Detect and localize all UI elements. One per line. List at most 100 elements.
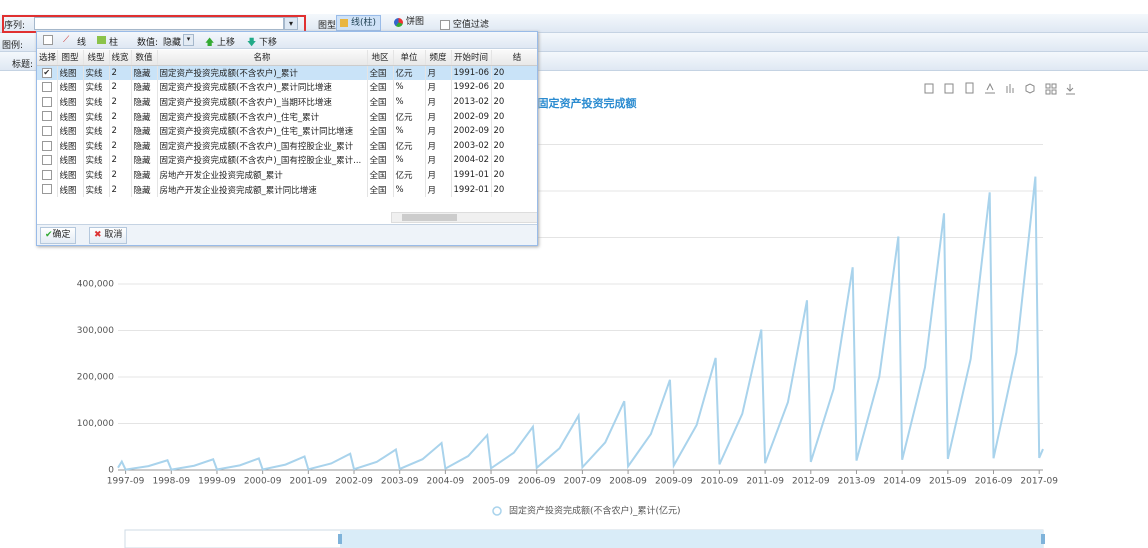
title-label: 标题:	[12, 60, 34, 70]
row-checkbox[interactable]	[41, 126, 52, 137]
up-button[interactable]: 上移	[217, 38, 236, 48]
series-row[interactable]: 线图 实线 2 隐藏 固定资产投资完成额(不含农户)_住宅_累计 全国 亿元月 2002-09…	[37, 109, 537, 124]
cell-start: 1991-01	[451, 167, 492, 183]
column-header: 结	[491, 50, 537, 66]
cell-value: 隐藏	[131, 167, 158, 183]
null-filter[interactable]: 空值过滤	[440, 17, 489, 30]
h-scrollbar[interactable]	[391, 212, 537, 223]
x-tick-label: 2005-09	[472, 477, 510, 487]
cell-start: 1991-06	[451, 65, 492, 81]
cell-freq: 月	[425, 80, 452, 95]
row-checkbox[interactable]	[41, 169, 52, 180]
cell-type: 线图	[57, 182, 84, 197]
cell-type: 线图	[57, 109, 84, 124]
cell-width: 2	[109, 80, 132, 95]
cell-end: 20	[491, 94, 537, 110]
cell-type: 线图	[57, 80, 84, 95]
cell-line: 实线	[83, 65, 110, 81]
row-checkbox[interactable]	[41, 111, 52, 122]
cell-line: 实线	[83, 123, 110, 139]
zoom-handle[interactable]	[338, 534, 342, 544]
cell-region: 全国	[367, 65, 394, 81]
cell-freq: 月	[425, 167, 452, 183]
cell-start: 1992-01	[451, 182, 492, 197]
cell-region: 全国	[367, 94, 394, 110]
series-input[interactable]	[34, 17, 284, 30]
row-checkbox[interactable]: ✔	[41, 67, 52, 78]
cancel-text: 取消	[104, 230, 123, 240]
cell-line: 实线	[83, 182, 110, 197]
cell-width: 2	[109, 123, 132, 139]
cell-end: 20	[491, 123, 537, 139]
cell-unit: 亿元	[393, 167, 426, 183]
x-tick-label: 2001-09	[290, 477, 328, 487]
row-checkbox[interactable]	[41, 155, 52, 166]
y-tick-label: 200,000	[77, 373, 114, 383]
ok-text: 确定	[52, 230, 71, 240]
cell-name: 固定资产投资完成额(不含农户)_国有控股企业_累计...	[157, 153, 368, 168]
row-checkbox[interactable]	[41, 184, 52, 195]
series-dropdown[interactable]: ▾	[284, 17, 298, 30]
cell-unit: %	[393, 153, 426, 168]
cell-name: 固定资产投资完成额(不含农户)_住宅_累计同比增速	[157, 123, 368, 139]
line-bar-button-text: 线(柱)	[351, 18, 377, 28]
cancel-button[interactable]: ✖ 取消	[89, 227, 128, 244]
chart-type-label: 图型:	[318, 21, 340, 31]
null-filter-text: 空值过滤	[452, 20, 489, 30]
cell-type: 线图	[57, 65, 84, 81]
value-dropdown[interactable]: ▾	[183, 34, 194, 46]
select-cell	[37, 153, 58, 168]
cell-type: 线图	[57, 94, 84, 110]
series-row[interactable]: ✔ 线图 实线 2 隐藏 固定资产投资完成额(不含农户)_累计 全国 亿元月 1991-06 20	[37, 65, 537, 81]
select-cell: ✔	[37, 65, 58, 81]
zoom-handle[interactable]	[1041, 534, 1045, 544]
cell-region: 全国	[367, 80, 394, 95]
row-checkbox[interactable]	[41, 140, 52, 151]
select-cell	[37, 182, 58, 197]
bar-button[interactable]: 柱	[109, 38, 119, 48]
cell-value: 隐藏	[131, 80, 158, 95]
cell-unit: %	[393, 182, 426, 197]
cell-freq: 月	[425, 94, 452, 110]
cell-line: 实线	[83, 94, 110, 110]
series-line	[117, 176, 1044, 471]
cell-start: 2004-02	[451, 153, 492, 168]
zoom-window[interactable]	[340, 530, 1043, 548]
pie-button[interactable]: 饼图	[392, 15, 428, 29]
select-all[interactable]	[43, 35, 53, 45]
x-tick-label: 2009-09	[655, 477, 693, 487]
row-checkbox[interactable]	[41, 82, 52, 93]
series-row[interactable]: 线图 实线 2 隐藏 固定资产投资完成额(不含农户)_当期环比增速 全国% 月 2013-02…	[37, 94, 537, 110]
cell-freq: 月	[425, 109, 452, 124]
chart-toolbox[interactable]	[924, 82, 1075, 95]
series-row[interactable]: 线图 实线 2 隐藏 固定资产投资完成额(不含农户)_住宅_累计同比增速 全国% 月 2002…	[37, 123, 537, 139]
cell-name: 固定资产投资完成额(不含农户)_国有控股企业_累计	[157, 138, 368, 154]
chart-title: 固定资产投资完成额	[538, 96, 637, 110]
series-row[interactable]: 线图 实线 2 隐藏 房地产开发企业投资完成额_累计 全国 亿元月 1991-01 20	[37, 167, 537, 183]
value-select[interactable]: 隐藏	[163, 38, 182, 48]
series-row[interactable]: 线图 实线 2 隐藏 固定资产投资完成额(不含农户)_累计同比增速 全国% 月 1992-06…	[37, 80, 537, 95]
x-tick-label: 2002-09	[335, 477, 373, 487]
cell-width: 2	[109, 182, 132, 197]
pie-button-text: 饼图	[406, 17, 425, 27]
column-header: 频度	[425, 50, 452, 66]
x-tick-label: 2008-09	[609, 477, 647, 487]
ok-button[interactable]: ✔确定	[40, 227, 76, 244]
cell-value: 隐藏	[131, 109, 158, 124]
series-row[interactable]: 线图 实线 2 隐藏 房地产开发企业投资完成额_累计同比增速 全国% 月 1992-01 20	[37, 182, 537, 197]
line-button[interactable]: 线	[77, 38, 87, 48]
popup-footer	[37, 224, 537, 245]
column-header: 单位	[393, 50, 426, 66]
line-bar-button[interactable]: 线(柱)	[336, 15, 382, 31]
down-button[interactable]: 下移	[259, 38, 278, 48]
cell-freq: 月	[425, 123, 452, 139]
series-row[interactable]: 线图 实线 2 隐藏 固定资产投资完成额(不含农户)_国有控股企业_累计 全国 亿元月 200…	[37, 138, 537, 154]
series-row[interactable]: 线图 实线 2 隐藏 固定资产投资完成额(不含农户)_国有控股企业_累计... 全国% 月 2…	[37, 153, 537, 168]
cell-region: 全国	[367, 138, 394, 154]
select-cell	[37, 94, 58, 110]
row-checkbox[interactable]	[41, 96, 52, 107]
x-tick-label: 2007-09	[564, 477, 602, 487]
cell-type: 线图	[57, 153, 84, 168]
select-cell	[37, 123, 58, 139]
